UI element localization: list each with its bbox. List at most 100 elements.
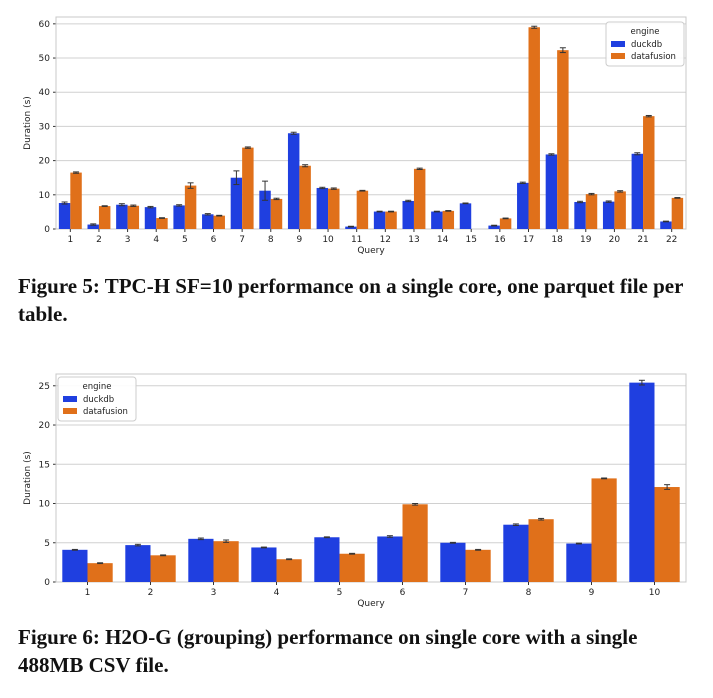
bar-duckdb xyxy=(58,203,71,229)
bar-duckdb xyxy=(345,226,357,229)
bar-duckdb xyxy=(377,536,403,582)
bar-datafusion xyxy=(87,563,113,582)
x-tick-label: 6 xyxy=(400,588,406,598)
x-tick-label: 7 xyxy=(239,235,245,245)
bar-datafusion xyxy=(328,188,340,229)
bar-duckdb xyxy=(629,382,655,582)
figure-5-caption: Figure 5: TPC-H SF=10 performance on a s… xyxy=(18,274,684,326)
legend-label-duckdb: duckdb xyxy=(631,40,662,50)
y-tick-label: 25 xyxy=(39,382,50,392)
x-tick-label: 2 xyxy=(148,588,154,598)
y-tick-label: 10 xyxy=(39,500,51,510)
bar-duckdb xyxy=(440,542,466,582)
y-tick-label: 15 xyxy=(39,460,50,470)
bar-duckdb xyxy=(188,538,214,582)
x-tick-label: 8 xyxy=(268,235,274,245)
bar-duckdb xyxy=(259,190,271,229)
x-tick-label: 4 xyxy=(274,588,280,598)
bar-datafusion xyxy=(643,116,655,229)
x-tick-label: 5 xyxy=(337,588,343,598)
x-tick-label: 22 xyxy=(666,235,677,245)
bar-duckdb xyxy=(144,207,157,229)
legend-swatch-datafusion xyxy=(611,53,625,59)
x-tick-label: 18 xyxy=(551,235,563,245)
x-tick-label: 10 xyxy=(649,588,661,598)
bar-duckdb xyxy=(488,225,500,229)
bar-duckdb xyxy=(287,133,300,229)
bar-datafusion xyxy=(184,185,197,229)
bar-datafusion xyxy=(150,555,176,582)
x-tick-label: 14 xyxy=(437,235,449,245)
bar-duckdb xyxy=(230,177,243,229)
x-tick-label: 3 xyxy=(125,235,131,245)
bar-datafusion xyxy=(413,168,426,229)
bar-duckdb xyxy=(517,182,529,229)
x-tick-label: 10 xyxy=(322,235,334,245)
bar-datafusion xyxy=(127,205,140,229)
legend-label-duckdb: duckdb xyxy=(83,395,114,405)
x-tick-label: 6 xyxy=(211,235,217,245)
bar-datafusion xyxy=(98,206,111,229)
legend-swatch-datafusion xyxy=(63,408,77,414)
y-tick-label: 40 xyxy=(39,88,51,98)
y-tick-label: 30 xyxy=(39,122,51,132)
bar-duckdb xyxy=(431,211,443,229)
bar-datafusion xyxy=(499,218,512,229)
x-tick-label: 2 xyxy=(96,235,102,245)
bar-duckdb xyxy=(660,221,672,229)
x-tick-label: 21 xyxy=(637,235,648,245)
bar-duckdb xyxy=(566,543,592,582)
bar-datafusion xyxy=(402,504,428,582)
figure-5: 0 10 20 30 40 50 60 1 2 3 4 5 6 7 8 9 10 11 12 13 14 15 16 17 18… xyxy=(0,0,713,340)
x-tick-label: 19 xyxy=(580,235,592,245)
x-tick-label: 20 xyxy=(609,235,621,245)
bar-duckdb xyxy=(459,203,472,229)
bar-datafusion xyxy=(213,215,225,229)
bar-duckdb xyxy=(503,524,529,582)
legend-swatch-duckdb xyxy=(611,41,625,47)
bar-datafusion xyxy=(385,211,397,229)
x-tick-label: 15 xyxy=(466,235,477,245)
y-tick-label: 50 xyxy=(39,54,51,64)
chart-h2o: 0 5 10 15 20 25 1 2 3 4 5 6 7 8 9 10 Query Duration (s) en… xyxy=(23,373,687,609)
bar-duckdb xyxy=(316,187,329,229)
x-tick-label: 9 xyxy=(589,588,595,598)
bar-datafusion xyxy=(654,487,680,582)
x-tick-label: 8 xyxy=(526,588,532,598)
x-tick-label: 13 xyxy=(408,235,419,245)
x-tick-label: 17 xyxy=(523,235,534,245)
y-tick-label: 0 xyxy=(44,225,50,235)
bar-duckdb xyxy=(402,200,414,229)
bar-duckdb xyxy=(62,549,88,582)
y-tick-label: 0 xyxy=(44,578,50,588)
bar-duckdb xyxy=(373,211,386,229)
legend: engine duckdb datafusion xyxy=(605,21,685,67)
bar-duckdb xyxy=(202,214,214,229)
bar-duckdb xyxy=(314,537,340,582)
x-tick-label: 4 xyxy=(153,235,159,245)
x-tick-label: 1 xyxy=(67,235,73,245)
legend-box xyxy=(605,21,685,67)
y-tick-label: 20 xyxy=(39,157,51,167)
bar-datafusion xyxy=(70,172,82,229)
x-tick-label: 16 xyxy=(494,235,506,245)
bar-duckdb xyxy=(116,204,128,229)
bar-datafusion xyxy=(299,165,311,229)
bar-datafusion xyxy=(276,559,302,582)
bar-datafusion xyxy=(528,519,554,582)
legend-title: engine xyxy=(83,382,112,392)
bar-datafusion xyxy=(213,541,239,582)
y-tick-label: 60 xyxy=(39,20,51,30)
bar-datafusion xyxy=(339,553,365,582)
y-tick-label: 5 xyxy=(44,539,50,549)
bar-datafusion xyxy=(528,27,540,230)
plot-frame xyxy=(55,373,687,583)
bar-datafusion xyxy=(356,190,369,229)
bar-duckdb xyxy=(574,201,586,229)
bar-datafusion xyxy=(242,147,254,229)
y-tick-label: 20 xyxy=(39,421,51,431)
x-tick-label: 7 xyxy=(463,588,469,598)
x-tick-label: 9 xyxy=(297,235,303,245)
figure-6: 0 5 10 15 20 25 1 2 3 4 5 6 7 8 9 10 Query Duration (s) en… xyxy=(0,355,713,698)
